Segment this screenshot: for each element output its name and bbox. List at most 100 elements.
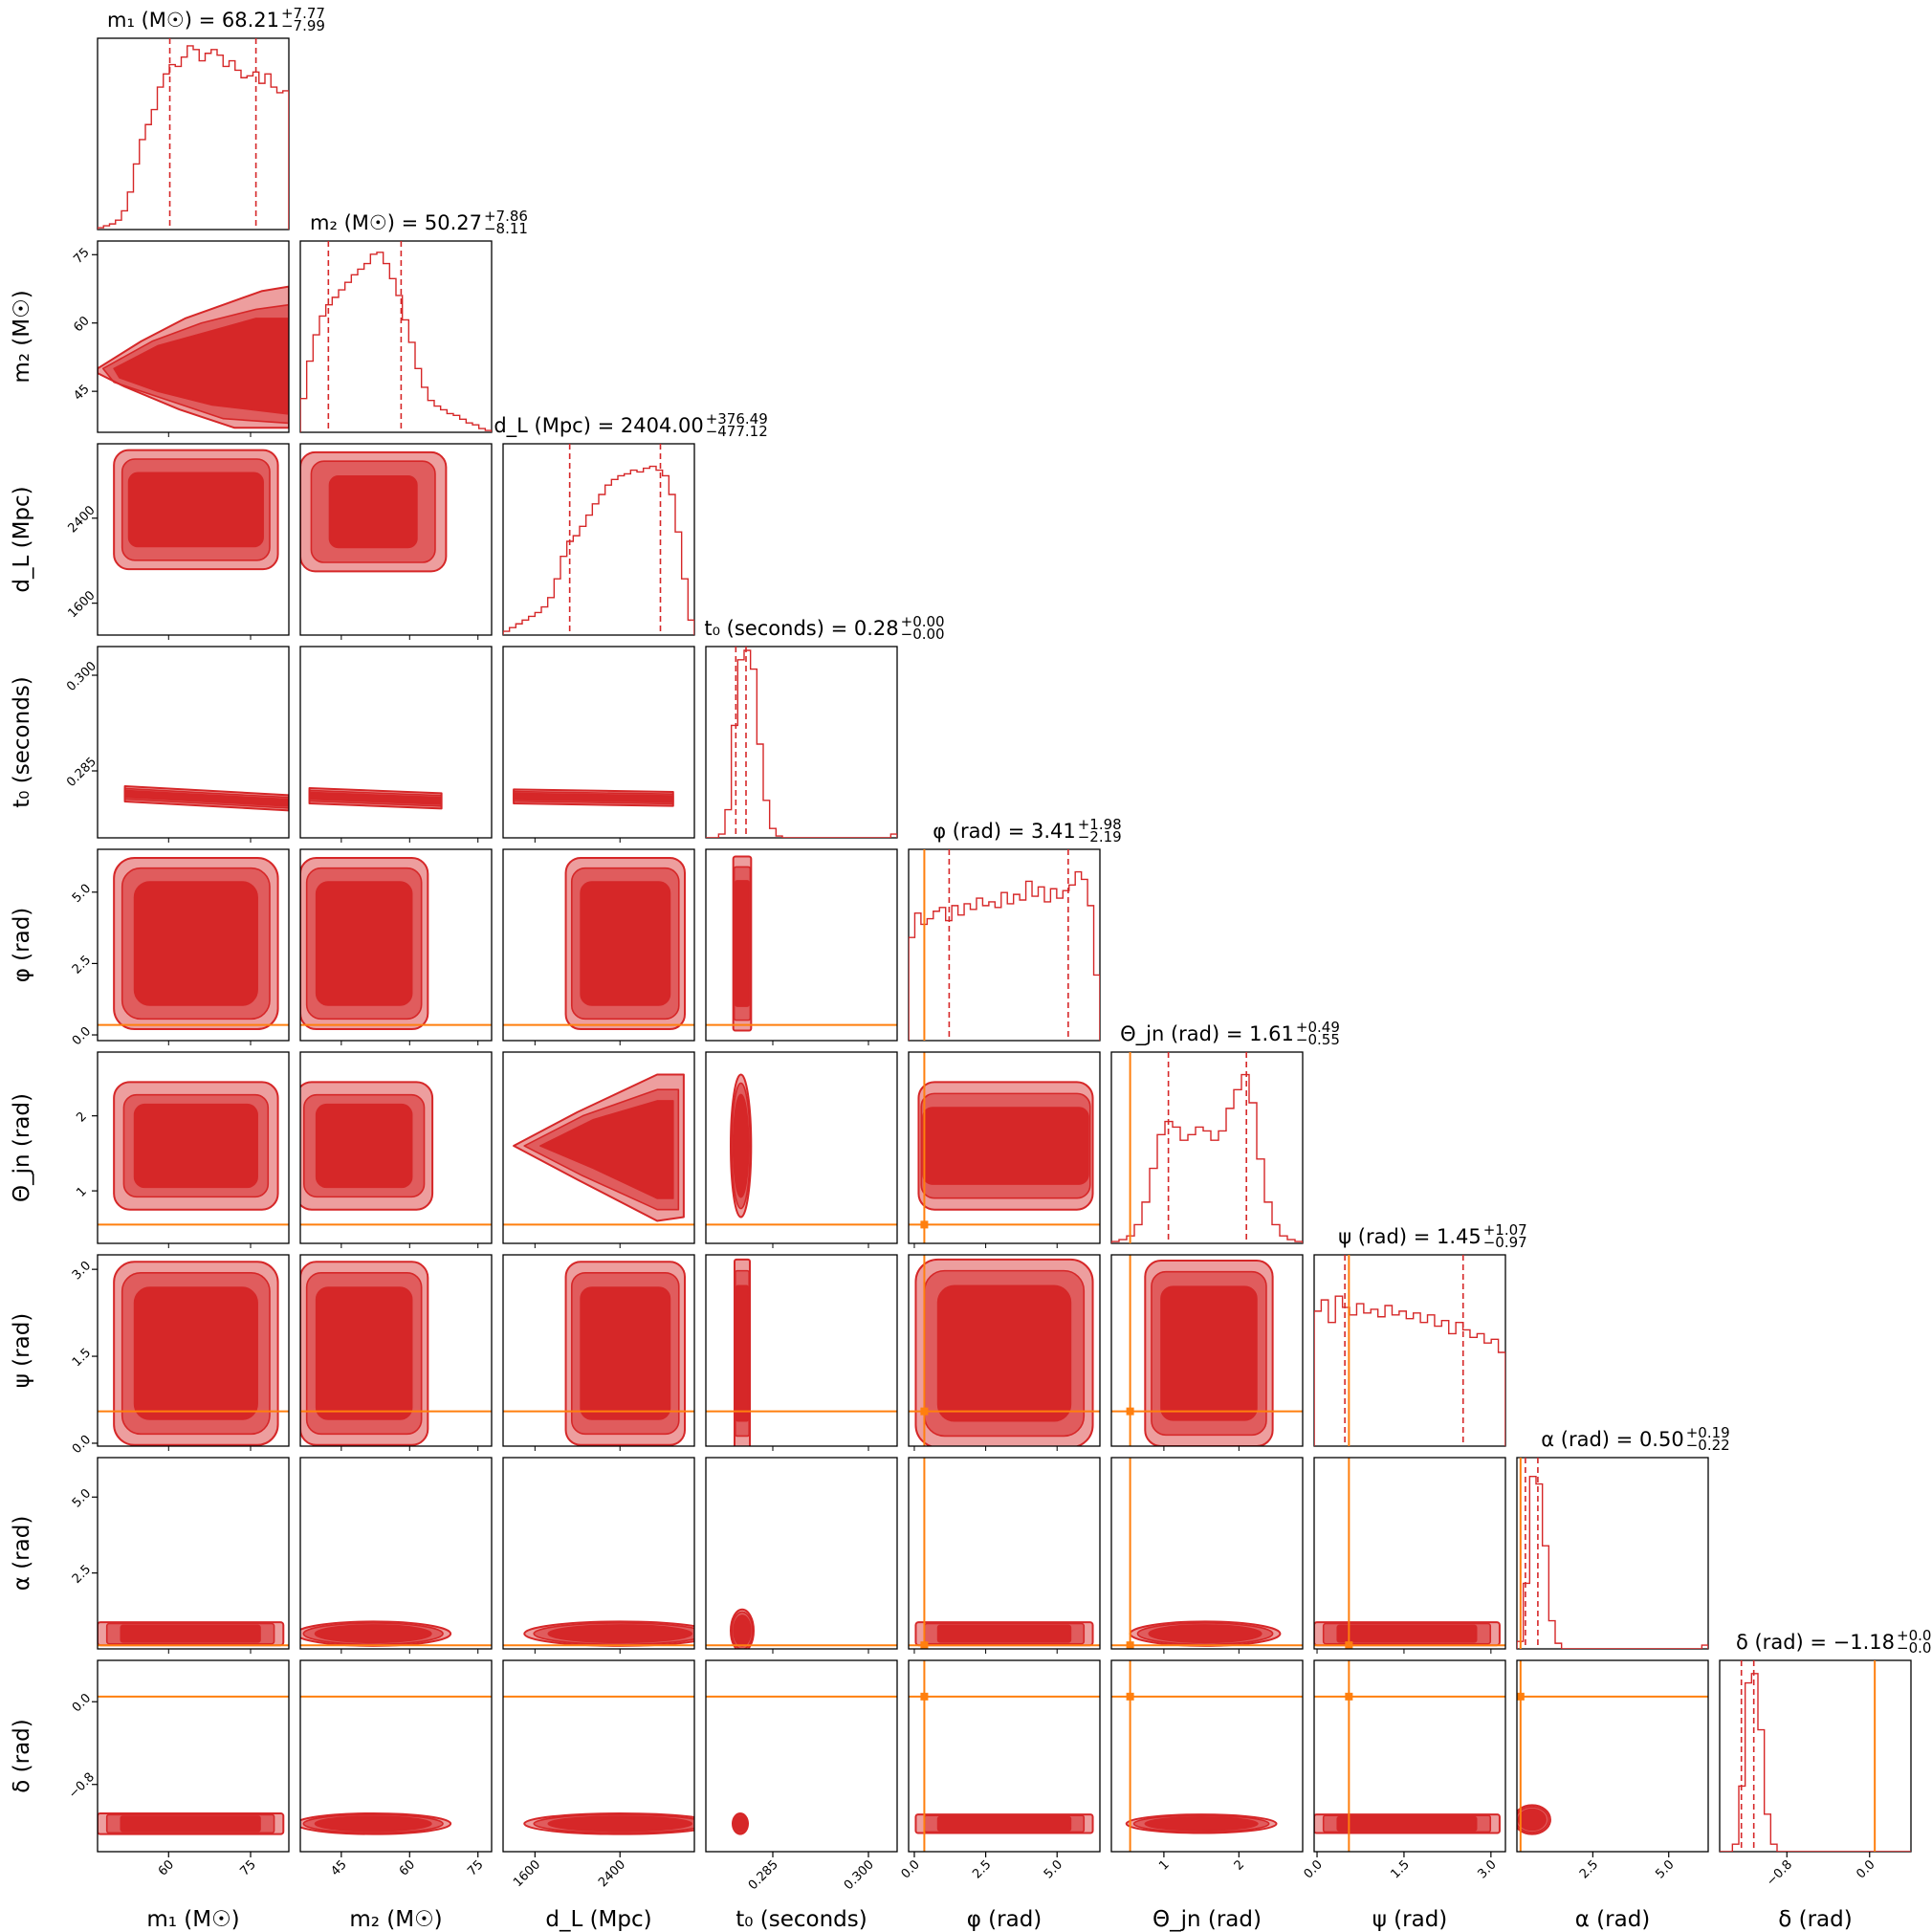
panel-m1-vs-dL (113, 449, 279, 571)
xtick-label-alpha: 2.5 (1577, 1857, 1601, 1881)
panel-frame (97, 1051, 290, 1244)
panel-frame (502, 1254, 695, 1447)
title-m2-minus: −8.11 (484, 220, 528, 237)
contour-dL-alpha-2 (547, 1624, 693, 1644)
ytick-label-m2: 75 (71, 246, 92, 267)
title-psi-plus: +1.07 (1483, 1221, 1527, 1239)
title-delta-minus: −0.06 (1897, 1639, 1932, 1657)
title-t0-minus: −0.00 (901, 626, 945, 643)
hist-theta (1111, 1073, 1303, 1243)
panel-m1-vs-theta (98, 1081, 289, 1226)
contour-m1-delta-2 (120, 1815, 261, 1833)
hist-psi (1314, 1295, 1505, 1446)
ytick-label-theta: 2 (74, 1109, 89, 1125)
panel-m1-vs-phi (98, 856, 289, 1031)
panel-t0-vs-delta (706, 1695, 897, 1835)
title-psi: ψ (rad) = 1.45 (1338, 1225, 1481, 1248)
title-t0: t₀ (seconds) = 0.28 (704, 617, 898, 640)
xtick-label-alpha: 5.0 (1653, 1857, 1677, 1881)
hist-alpha (1517, 1475, 1708, 1649)
panel-m1-vs-m2 (98, 285, 289, 429)
panel-psi-vs-alpha (1314, 1458, 1505, 1649)
contour-dL-t0-2 (513, 792, 674, 803)
hist-frame-m2 (299, 240, 493, 433)
ytick-label-psi: 3.0 (70, 1259, 94, 1283)
title-m2-plus: +7.86 (484, 208, 528, 225)
xtick-label-m2: 45 (328, 1857, 349, 1878)
truth-marker (1126, 1692, 1134, 1701)
ytick-label-phi: 5.0 (70, 882, 94, 906)
contour-phi-psi-2 (936, 1284, 1072, 1422)
contour-phi-delta-2 (936, 1816, 1072, 1832)
hist-panel-theta (1110, 1051, 1304, 1244)
hist-panel-alpha (1516, 1457, 1709, 1650)
xtick-label-delta: −0.8 (1764, 1857, 1795, 1889)
panel-frame (705, 1254, 898, 1447)
hist-frame-alpha (1516, 1457, 1709, 1650)
panel-frame (1110, 1457, 1304, 1650)
title-m1-plus: +7.77 (281, 5, 325, 22)
ytick-label-phi: 2.5 (70, 953, 94, 977)
panel-theta-vs-alpha (1111, 1458, 1303, 1649)
hist-m1 (98, 45, 289, 230)
xlabel-phi: φ (rad) (967, 1907, 1043, 1932)
xtick-label-psi: 3.0 (1475, 1857, 1499, 1881)
xtick-label-psi: 0.0 (1302, 1857, 1326, 1881)
panel-frame (97, 240, 290, 433)
truth-marker (920, 1641, 929, 1649)
title-alpha-minus: −0.22 (1686, 1437, 1730, 1454)
truth-marker (1345, 1641, 1353, 1649)
contour-m1-phi-2 (133, 881, 258, 1006)
title-dL-minus: −477.12 (706, 423, 768, 440)
panel-t0-vs-theta (706, 1073, 897, 1226)
panel-frame (97, 443, 290, 636)
hist-frame-m1 (97, 37, 290, 231)
title-delta-plus: +0.06 (1897, 1627, 1932, 1644)
panel-frame (299, 1051, 493, 1244)
contour-m1-psi-2 (133, 1286, 258, 1420)
title-phi: φ (rad) = 3.41 (933, 820, 1075, 843)
contour-m2-delta-2 (314, 1815, 432, 1833)
panel-frame (1110, 1254, 1304, 1447)
ytick-label-alpha: 5.0 (70, 1486, 94, 1510)
title-dL-plus: +376.49 (706, 410, 768, 428)
panel-frame (299, 1254, 493, 1447)
ytick-label-delta: −0.8 (66, 1770, 98, 1802)
contour-m1-theta-2 (133, 1103, 258, 1189)
panel-phi-vs-delta (909, 1660, 1100, 1852)
panel-t0-vs-phi (706, 855, 897, 1032)
xtick-label-m2: 60 (397, 1857, 418, 1878)
xlabel-psi: ψ (rad) (1372, 1907, 1448, 1932)
contour-m1-dL-2 (127, 472, 264, 548)
panel-frame (705, 848, 898, 1042)
panel-m2-vs-dL (300, 450, 448, 573)
panel-frame (908, 1659, 1101, 1853)
panel-m2-vs-alpha (300, 1620, 492, 1647)
title-t0-plus: +0.00 (901, 613, 945, 630)
contour-phi-alpha-2 (936, 1624, 1072, 1643)
hist-panel-m2 (299, 240, 493, 433)
truth-marker (920, 1220, 929, 1229)
hist-frame-t0 (705, 646, 898, 839)
panel-m1-vs-alpha (98, 1621, 289, 1647)
panel-t0-vs-psi (706, 1258, 897, 1446)
panel-theta-vs-psi (1111, 1255, 1303, 1446)
xlabel-delta: δ (rad) (1778, 1907, 1852, 1932)
panel-frame (299, 848, 493, 1042)
hist-frame-theta (1110, 1051, 1304, 1244)
ytick-label-t0: 0.300 (64, 659, 99, 694)
contour-m2-psi-2 (315, 1286, 413, 1420)
contour-m2-alpha-2 (314, 1624, 432, 1644)
panel-frame (502, 1659, 695, 1853)
panel-m2-vs-phi (300, 856, 492, 1031)
title-phi-minus: −2.19 (1078, 828, 1122, 845)
truth-marker (1345, 1692, 1353, 1701)
xtick-label-t0: 0.285 (746, 1857, 781, 1893)
panel-phi-vs-alpha (909, 1458, 1100, 1649)
hist-panel-psi (1313, 1254, 1506, 1447)
contour-phi-theta-2 (922, 1107, 1089, 1185)
contour-m2-theta-2 (315, 1103, 413, 1189)
panel-frame (1110, 1659, 1304, 1853)
hist-panel-delta (1719, 1659, 1912, 1853)
ytick-label-dL: 1600 (66, 588, 99, 621)
